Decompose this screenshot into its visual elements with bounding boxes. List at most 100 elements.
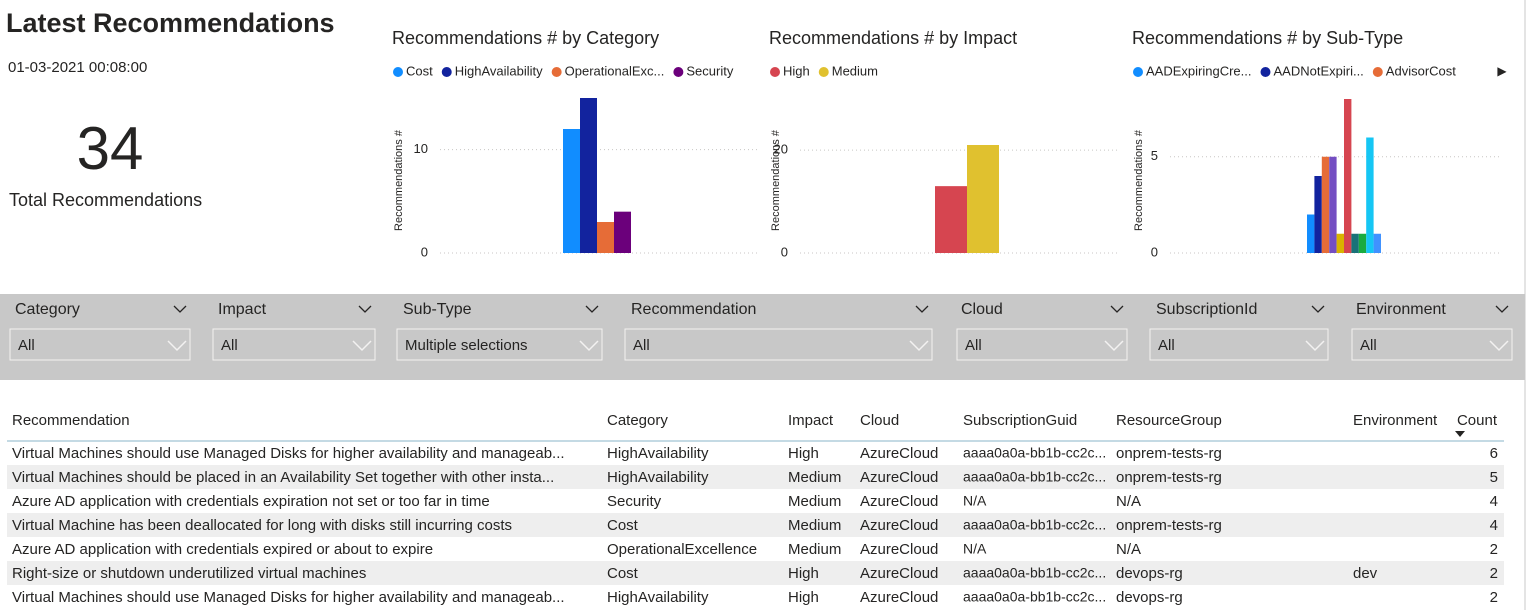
- table-cell: Virtual Machines should use Managed Disk…: [12, 589, 565, 606]
- slicer-dropdown[interactable]: [1351, 328, 1513, 361]
- dropdown-chevron: [1489, 340, 1509, 352]
- slicer-dropdown[interactable]: [9, 328, 191, 361]
- row-background: [7, 513, 1504, 537]
- legend-swatch: [551, 67, 562, 77]
- table-cell: AzureCloud: [860, 541, 938, 558]
- column-header[interactable]: Cloud: [860, 412, 899, 429]
- bar: [580, 98, 597, 253]
- slicer-chevron: [358, 305, 372, 313]
- slicer-title: SubscriptionId: [1156, 301, 1257, 318]
- slicer-value: All: [965, 337, 982, 354]
- table-cell: Cost: [607, 517, 639, 534]
- table-cell: Medium: [788, 493, 841, 510]
- column-header[interactable]: Environment: [1353, 412, 1438, 429]
- dropdown-chevron: [1305, 340, 1325, 352]
- legend-swatch: [441, 67, 452, 77]
- table-cell: HighAvailability: [607, 589, 709, 606]
- table-cell: 5: [1490, 469, 1498, 486]
- slicer-dropdown[interactable]: [212, 328, 376, 361]
- legend-swatch: [1260, 67, 1271, 77]
- legend-label: AdvisorCost: [1386, 63, 1456, 78]
- table-cell: HighAvailability: [607, 445, 709, 462]
- legend-swatch: [673, 67, 684, 77]
- table-cell: N/A: [1116, 541, 1141, 558]
- column-header[interactable]: Category: [607, 412, 668, 429]
- sort-arrow[interactable]: [1455, 431, 1465, 437]
- slicer-value: Multiple selections: [405, 337, 528, 354]
- table-cell: dev: [1353, 565, 1378, 582]
- table-cell: 4: [1490, 493, 1498, 510]
- slicer-value: All: [1158, 337, 1175, 354]
- table-cell: onprem-tests-rg: [1116, 517, 1222, 534]
- table-cell: High: [788, 589, 819, 606]
- table-cell: Cost: [607, 565, 639, 582]
- slicer-dropdown[interactable]: [956, 328, 1128, 361]
- table-cell: Right-size or shutdown underutilized vir…: [12, 565, 366, 582]
- slicer-dropdown[interactable]: [624, 328, 933, 361]
- table-cell: High: [788, 445, 819, 462]
- column-header[interactable]: ResourceGroup: [1116, 412, 1222, 429]
- column-header[interactable]: SubscriptionGuid: [963, 412, 1077, 429]
- table-cell: Virtual Machines should use Managed Disk…: [12, 445, 565, 462]
- row-background: [7, 465, 1504, 489]
- table-cell: aaaa0a0a-bb1b-cc2c...: [963, 469, 1106, 485]
- legend-swatch: [770, 67, 780, 77]
- column-header[interactable]: Impact: [788, 412, 834, 429]
- table-cell: Azure AD application with credentials ex…: [12, 541, 433, 558]
- table-cell: AzureCloud: [860, 589, 938, 606]
- bar: [1321, 156, 1330, 253]
- dropdown-chevron: [167, 340, 187, 352]
- y-tick-label: 0: [421, 244, 428, 259]
- dropdown-chevron: [1104, 340, 1124, 352]
- table-cell: aaaa0a0a-bb1b-cc2c...: [963, 445, 1106, 461]
- table-cell: Medium: [788, 517, 841, 534]
- slicer-title: Recommendation: [631, 301, 756, 318]
- table-cell: Medium: [788, 541, 841, 558]
- table-cell: AzureCloud: [860, 517, 938, 534]
- table-cell: HighAvailability: [607, 469, 709, 486]
- table-cell: High: [788, 565, 819, 582]
- legend-label: Medium: [832, 63, 878, 78]
- legend-swatch: [1133, 67, 1143, 77]
- legend-label: HighAvailability: [455, 63, 543, 78]
- table-cell: Medium: [788, 469, 841, 486]
- bar: [1344, 99, 1352, 253]
- table-cell: N/A: [1116, 493, 1141, 510]
- bar: [1336, 233, 1344, 253]
- y-tick-label: 0: [781, 244, 788, 259]
- y-tick-label: 5: [1151, 148, 1158, 163]
- slicer-chevron: [585, 305, 599, 313]
- table-cell: 4: [1490, 517, 1498, 534]
- table-cell: Azure AD application with credentials ex…: [12, 493, 490, 510]
- slicer-dropdown[interactable]: [1149, 328, 1329, 361]
- slicer-title: Impact: [218, 301, 267, 318]
- slicer-dropdown[interactable]: [396, 328, 603, 361]
- dropdown-chevron: [352, 340, 372, 352]
- table-cell: AzureCloud: [860, 469, 938, 486]
- chart-title: Recommendations # by Impact: [769, 28, 1017, 48]
- page-title: Latest Recommendations: [6, 8, 335, 38]
- bar: [1307, 214, 1315, 253]
- bar: [563, 129, 580, 253]
- dropdown-chevron: [579, 340, 599, 352]
- legend-next[interactable]: ▶: [1497, 64, 1507, 78]
- table-cell: aaaa0a0a-bb1b-cc2c...: [963, 565, 1106, 581]
- legend-label: AADNotExpiri...: [1273, 63, 1363, 78]
- table-cell: 2: [1490, 541, 1498, 558]
- legend-label: Cost: [406, 63, 433, 78]
- table-cell: OperationalExcellence: [607, 541, 757, 558]
- y-tick-label: 20: [774, 142, 788, 157]
- slicer-chevron: [1110, 305, 1124, 313]
- table-cell: N/A: [963, 541, 987, 557]
- dropdown-chevron: [909, 340, 929, 352]
- column-header[interactable]: Recommendation: [12, 412, 130, 429]
- column-header[interactable]: Count: [1457, 412, 1498, 429]
- slicer-title: Category: [15, 301, 80, 318]
- table-cell: onprem-tests-rg: [1116, 469, 1222, 486]
- table-cell: aaaa0a0a-bb1b-cc2c...: [963, 589, 1106, 605]
- table-cell: devops-rg: [1116, 589, 1183, 606]
- legend-swatch: [818, 67, 829, 77]
- table-cell: onprem-tests-rg: [1116, 445, 1222, 462]
- y-tick-label: 10: [414, 141, 428, 156]
